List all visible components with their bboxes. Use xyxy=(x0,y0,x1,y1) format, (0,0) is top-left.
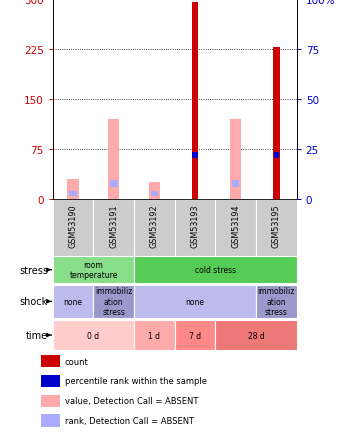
Text: none: none xyxy=(64,297,83,306)
Text: 1 d: 1 d xyxy=(148,331,161,340)
Text: cold stress: cold stress xyxy=(195,266,236,275)
Bar xyxy=(216,320,297,351)
Text: 0 d: 0 d xyxy=(87,331,100,340)
Text: GSM53192: GSM53192 xyxy=(150,204,159,248)
Text: value, Detection Call = ABSENT: value, Detection Call = ABSENT xyxy=(65,396,198,405)
Bar xyxy=(256,285,297,318)
Text: count: count xyxy=(65,357,89,366)
Bar xyxy=(53,200,93,256)
Bar xyxy=(232,181,239,187)
Text: 28 d: 28 d xyxy=(248,331,264,340)
Bar xyxy=(41,395,60,407)
Bar xyxy=(216,200,256,256)
Bar xyxy=(151,192,158,197)
Text: time: time xyxy=(26,330,48,340)
Text: GSM53193: GSM53193 xyxy=(191,204,199,247)
Text: 7 d: 7 d xyxy=(189,331,201,340)
Text: GSM53190: GSM53190 xyxy=(69,204,78,247)
Bar xyxy=(134,257,297,283)
Text: percentile rank within the sample: percentile rank within the sample xyxy=(65,377,207,385)
Bar xyxy=(134,285,256,318)
Text: GSM53194: GSM53194 xyxy=(231,204,240,247)
Bar xyxy=(175,200,216,256)
Bar xyxy=(230,120,241,200)
Bar xyxy=(53,320,134,351)
Bar xyxy=(134,200,175,256)
Bar xyxy=(41,355,60,367)
Text: immobiliz
ation
stress: immobiliz ation stress xyxy=(95,287,133,316)
Bar xyxy=(192,153,198,158)
Bar xyxy=(41,375,60,387)
Bar xyxy=(149,183,160,200)
Text: stress: stress xyxy=(19,265,48,275)
Bar xyxy=(273,153,279,158)
Text: room
temperature: room temperature xyxy=(69,260,118,280)
Bar xyxy=(110,181,118,187)
Text: rank, Detection Call = ABSENT: rank, Detection Call = ABSENT xyxy=(65,416,194,425)
Text: none: none xyxy=(186,297,205,306)
Bar xyxy=(53,257,134,283)
Bar xyxy=(134,320,175,351)
Bar xyxy=(53,285,93,318)
Bar xyxy=(41,414,60,427)
Bar xyxy=(93,285,134,318)
Bar xyxy=(68,180,79,200)
Bar xyxy=(256,200,297,256)
Bar xyxy=(273,48,280,200)
Bar xyxy=(93,200,134,256)
Bar xyxy=(108,120,119,200)
Bar xyxy=(175,320,216,351)
Text: immobiliz
ation
stress: immobiliz ation stress xyxy=(258,287,295,316)
Text: GSM53191: GSM53191 xyxy=(109,204,118,247)
Bar xyxy=(192,3,198,200)
Text: shock: shock xyxy=(20,297,48,306)
Bar xyxy=(70,192,77,197)
Text: GSM53195: GSM53195 xyxy=(272,204,281,248)
